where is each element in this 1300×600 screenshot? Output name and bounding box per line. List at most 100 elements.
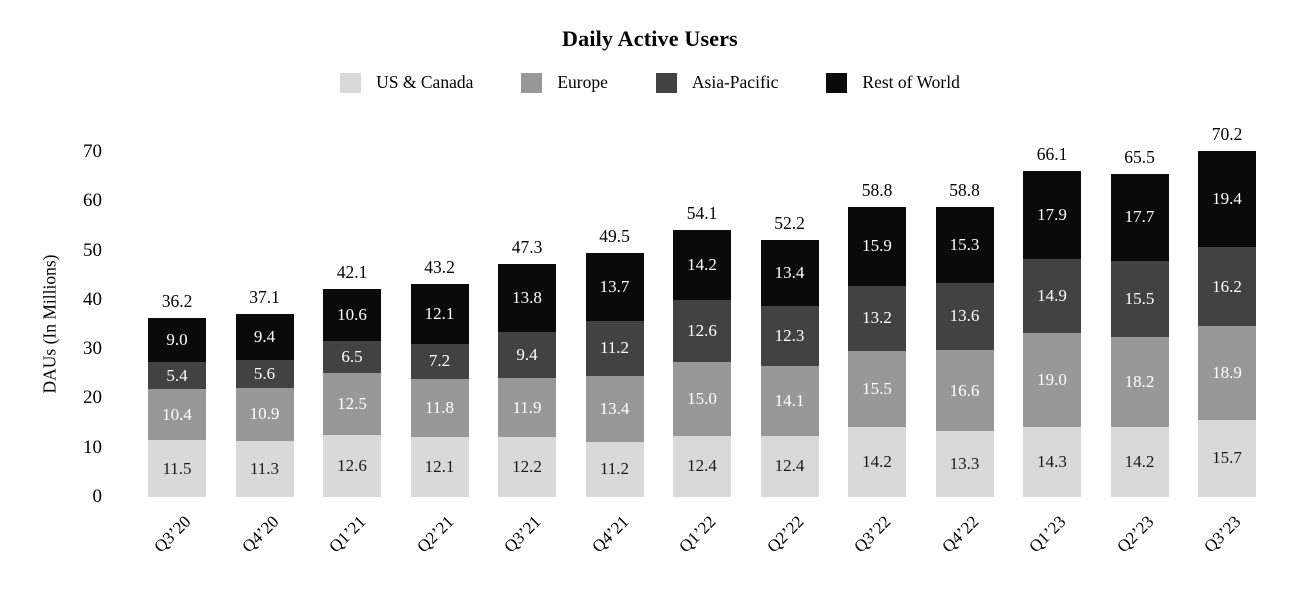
bar-segment: 13.4 [585, 375, 644, 442]
legend-swatch-icon [340, 72, 362, 93]
x-tick-label: Q4’22 [937, 512, 982, 557]
bar-segment: 17.7 [1110, 173, 1169, 261]
bar-segment: 15.9 [848, 207, 906, 286]
legend-label: Europe [557, 72, 608, 92]
bar-segment: 14.3 [1023, 426, 1081, 497]
legend-label: Asia-Pacific [691, 72, 779, 92]
bar-segment: 12.2 [498, 436, 556, 497]
x-tick-label: Q1’22 [675, 512, 720, 557]
bar-segment: 15.7 [1198, 419, 1256, 497]
bar-segment: 14.9 [1023, 259, 1081, 333]
y-axis-title: DAUs (In Millions) [39, 254, 60, 394]
y-tick-label: 0 [92, 486, 103, 507]
x-tick-label: Q3’21 [500, 512, 545, 557]
legend-swatch-icon [521, 72, 543, 93]
bar-segment: 6.5 [323, 341, 381, 374]
bar-segment: 12.4 [760, 435, 819, 497]
bar-segment: 12.3 [760, 305, 819, 367]
bar-segment: 7.2 [410, 343, 469, 380]
bar-total-label: 47.3 [511, 236, 543, 257]
bar-total-label: 43.2 [424, 257, 455, 278]
bar-segment: 12.4 [673, 435, 731, 497]
bar-segment: 13.4 [760, 239, 819, 306]
y-tick-label: 70 [83, 141, 102, 162]
bar-segment: 5.4 [148, 362, 206, 390]
bar-segment: 11.8 [410, 379, 469, 438]
y-tick-label: 20 [83, 387, 102, 409]
bar-segment: 18.9 [1198, 326, 1256, 420]
bar-segment: 16.2 [1198, 246, 1256, 327]
bar-segment: 18.2 [1110, 337, 1169, 427]
bar-segment: 10.9 [235, 387, 294, 442]
y-tick-label: 60 [83, 190, 102, 212]
x-tick-label: Q2’21 [412, 512, 457, 557]
bar-segment: 12.6 [323, 434, 381, 497]
x-tick-label: Q3’23 [1200, 512, 1245, 557]
x-tick-label: Q2’23 [1112, 512, 1157, 557]
bar-segment: 13.7 [585, 253, 644, 321]
bar-total-label: 70.2 [1211, 124, 1243, 144]
bar-segment: 13.2 [848, 285, 906, 351]
y-tick-label: 40 [83, 288, 102, 310]
bar-total-label: 58.8 [949, 180, 980, 201]
bar-segment: 12.5 [323, 373, 381, 435]
bar-segment: 19.0 [1023, 332, 1081, 427]
legend: US & Canada Europe Asia-Pacific Rest of Wor… [0, 72, 1300, 93]
legend-item: Europe [521, 72, 608, 93]
bar-segment: 11.5 [148, 440, 206, 497]
bar-segment: 15.5 [848, 350, 906, 427]
x-tick-label: Q1’21 [325, 512, 370, 557]
chart-title: Daily Active Users [562, 26, 738, 51]
legend-item: US & Canada [340, 72, 473, 93]
bar-segment: 12.1 [410, 437, 469, 497]
x-tick-label: Q4’20 [237, 512, 282, 557]
bar-segment: 10.4 [148, 389, 206, 441]
bar-segment: 5.6 [235, 359, 294, 388]
bar-segment: 14.2 [848, 427, 906, 497]
bar-segment: 16.6 [935, 349, 994, 432]
bar-segment: 9.4 [498, 331, 556, 379]
bar-segment: 11.2 [585, 441, 644, 497]
legend-swatch-icon [826, 72, 848, 93]
bar-segment: 15.5 [1110, 260, 1169, 338]
bar-total-label: 52.2 [774, 212, 805, 233]
bar-total-label: 58.8 [861, 180, 893, 201]
bar-segment: 14.2 [673, 229, 731, 300]
x-tick-label: Q4’21 [587, 512, 632, 557]
bar-segment: 11.9 [498, 378, 556, 437]
bar-segment: 9.4 [235, 313, 294, 360]
bar-segment: 12.1 [410, 284, 469, 344]
y-tick-label: 10 [83, 436, 102, 458]
legend-item: Rest of World [826, 72, 960, 93]
x-tick-label: Q3’20 [150, 512, 195, 557]
x-tick-label: Q1’23 [1025, 512, 1070, 557]
bar-total-label: 49.5 [599, 226, 630, 247]
bar-segment: 13.8 [498, 263, 556, 332]
x-tick-label: Q3’22 [850, 512, 895, 557]
y-tick-label: 30 [83, 338, 102, 360]
y-tick-label: 50 [83, 239, 102, 261]
bar-segment: 13.6 [935, 282, 994, 350]
bar-segment: 14.1 [760, 366, 819, 436]
legend-item: Asia-Pacific [655, 72, 779, 93]
bar-segment: 11.2 [585, 320, 644, 376]
bar-segment: 9.0 [148, 318, 206, 363]
bar-segment: 12.6 [673, 299, 731, 362]
bar-total-label: 65.5 [1124, 146, 1155, 167]
bar-total-label: 36.2 [161, 291, 193, 312]
bar-total-label: 54.1 [686, 202, 718, 223]
bar-segment: 14.2 [1110, 427, 1169, 497]
bar-segment: 11.3 [235, 441, 294, 497]
bar-segment: 10.6 [323, 289, 381, 342]
bar-total-label: 66.1 [1036, 144, 1068, 165]
bar-segment: 17.9 [1023, 171, 1081, 260]
bar-total-label: 42.1 [336, 262, 368, 282]
bar-total-label: 37.1 [249, 286, 280, 307]
bar-segment: 15.0 [673, 361, 731, 436]
legend-label: US & Canada [376, 72, 474, 92]
x-tick-label: Q2’22 [762, 512, 807, 557]
bar-segment: 19.4 [1198, 151, 1256, 247]
legend-label: Rest of World [862, 72, 960, 92]
bar-segment: 13.3 [935, 431, 994, 497]
